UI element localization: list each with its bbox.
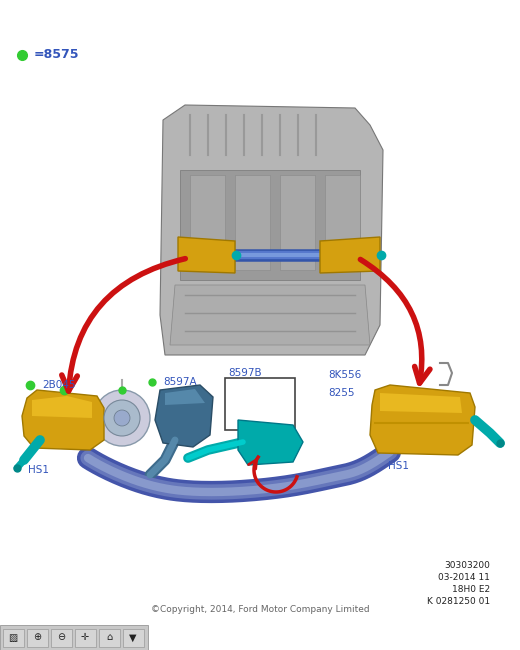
Text: ©Copyright, 2014, Ford Motor Company Limited: ©Copyright, 2014, Ford Motor Company Lim… [151, 606, 369, 614]
Bar [99, 629, 120, 647]
Polygon shape [165, 389, 205, 405]
Text: HS1: HS1 [28, 465, 49, 475]
Polygon shape [180, 170, 360, 280]
Polygon shape [32, 396, 92, 418]
Polygon shape [238, 420, 303, 465]
Polygon shape [235, 175, 270, 270]
Text: 03-2014 11: 03-2014 11 [438, 573, 490, 582]
Text: =8575: =8575 [34, 49, 80, 62]
Text: K 0281250 01: K 0281250 01 [427, 597, 490, 606]
Polygon shape [370, 385, 475, 455]
Polygon shape [320, 237, 380, 273]
Polygon shape [160, 105, 383, 355]
Polygon shape [155, 385, 213, 447]
Circle shape [104, 400, 140, 436]
Text: 8K556: 8K556 [328, 370, 361, 380]
Bar [27, 629, 48, 647]
Text: 8597B: 8597B [228, 368, 262, 378]
Text: ⊕: ⊕ [33, 632, 41, 642]
Bar [225, 378, 295, 430]
Text: 8255: 8255 [328, 388, 355, 398]
Text: ⊖: ⊖ [57, 632, 65, 642]
Polygon shape [170, 285, 370, 345]
Circle shape [94, 390, 150, 446]
Polygon shape [178, 237, 235, 273]
Polygon shape [190, 175, 225, 270]
Polygon shape [380, 393, 462, 413]
Polygon shape [280, 175, 315, 270]
Text: ▨: ▨ [8, 632, 18, 642]
Text: ▼: ▼ [129, 632, 137, 642]
Text: 18H0 E2: 18H0 E2 [452, 584, 490, 593]
Text: HS1: HS1 [388, 461, 409, 471]
Bar [123, 629, 144, 647]
Bar [3, 629, 24, 647]
Text: ⌂: ⌂ [106, 632, 112, 642]
Text: 8597A: 8597A [163, 377, 197, 387]
Circle shape [114, 410, 130, 426]
Polygon shape [325, 175, 360, 270]
Polygon shape [22, 390, 104, 450]
Text: ✛: ✛ [81, 632, 89, 642]
Bar [0, 625, 148, 650]
Bar [75, 629, 96, 647]
Text: 30303200: 30303200 [444, 560, 490, 569]
Text: 2B045: 2B045 [42, 380, 75, 390]
Bar [51, 629, 72, 647]
